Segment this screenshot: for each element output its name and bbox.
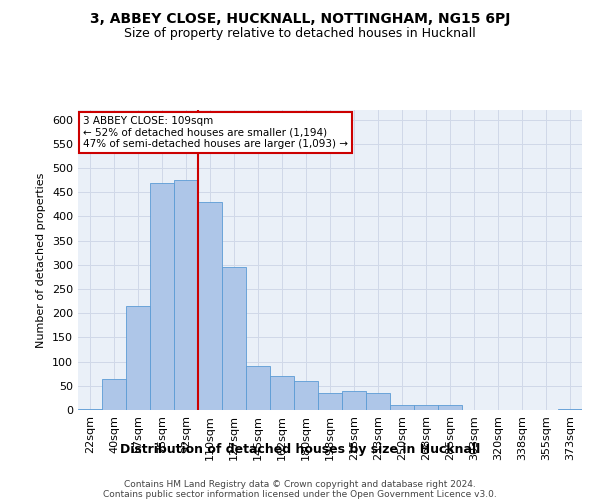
Bar: [390, 405, 414, 410]
Y-axis label: Number of detached properties: Number of detached properties: [37, 172, 46, 348]
Bar: [366, 393, 390, 410]
Text: 3, ABBEY CLOSE, HUCKNALL, NOTTINGHAM, NG15 6PJ: 3, ABBEY CLOSE, HUCKNALL, NOTTINGHAM, NG…: [90, 12, 510, 26]
Bar: [558, 409, 582, 410]
Bar: [102, 378, 126, 410]
Bar: [198, 202, 222, 410]
Bar: [222, 268, 246, 410]
Text: 3 ABBEY CLOSE: 109sqm
← 52% of detached houses are smaller (1,194)
47% of semi-d: 3 ABBEY CLOSE: 109sqm ← 52% of detached …: [83, 116, 348, 149]
Bar: [78, 409, 102, 410]
Bar: [126, 306, 150, 410]
Bar: [318, 393, 342, 410]
Text: Distribution of detached houses by size in Hucknall: Distribution of detached houses by size …: [120, 442, 480, 456]
Bar: [342, 390, 366, 410]
Bar: [150, 182, 174, 410]
Bar: [414, 405, 438, 410]
Bar: [438, 405, 462, 410]
Text: Contains HM Land Registry data © Crown copyright and database right 2024.
Contai: Contains HM Land Registry data © Crown c…: [103, 480, 497, 500]
Bar: [246, 366, 270, 410]
Bar: [174, 180, 198, 410]
Bar: [294, 381, 318, 410]
Bar: [270, 376, 294, 410]
Text: Size of property relative to detached houses in Hucknall: Size of property relative to detached ho…: [124, 28, 476, 40]
